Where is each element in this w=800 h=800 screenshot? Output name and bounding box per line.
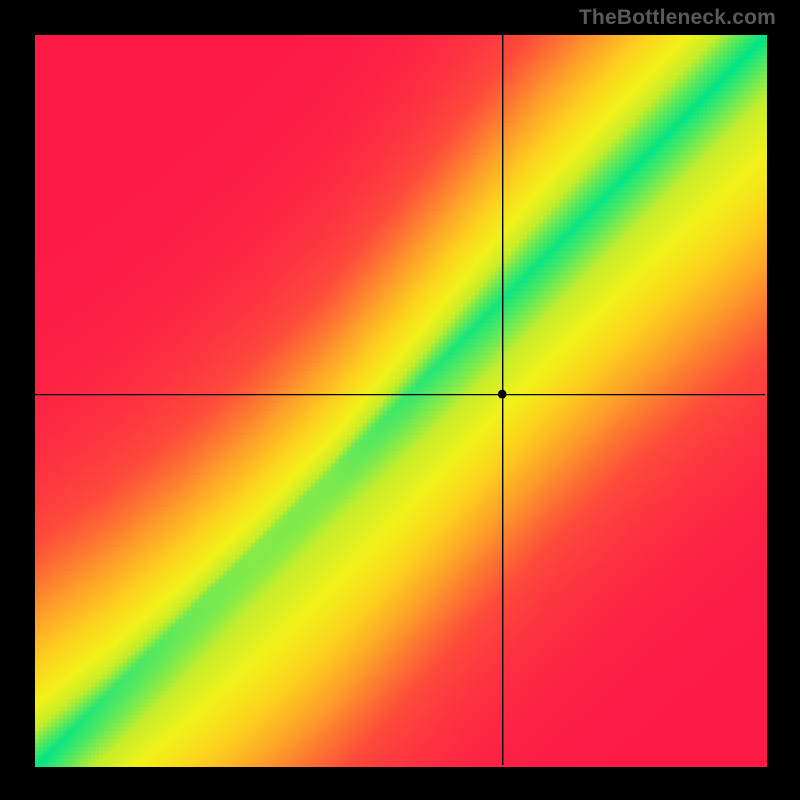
heatmap-canvas <box>0 0 800 800</box>
watermark-text: TheBottleneck.com <box>579 6 776 30</box>
chart-container: TheBottleneck.com <box>0 0 800 800</box>
